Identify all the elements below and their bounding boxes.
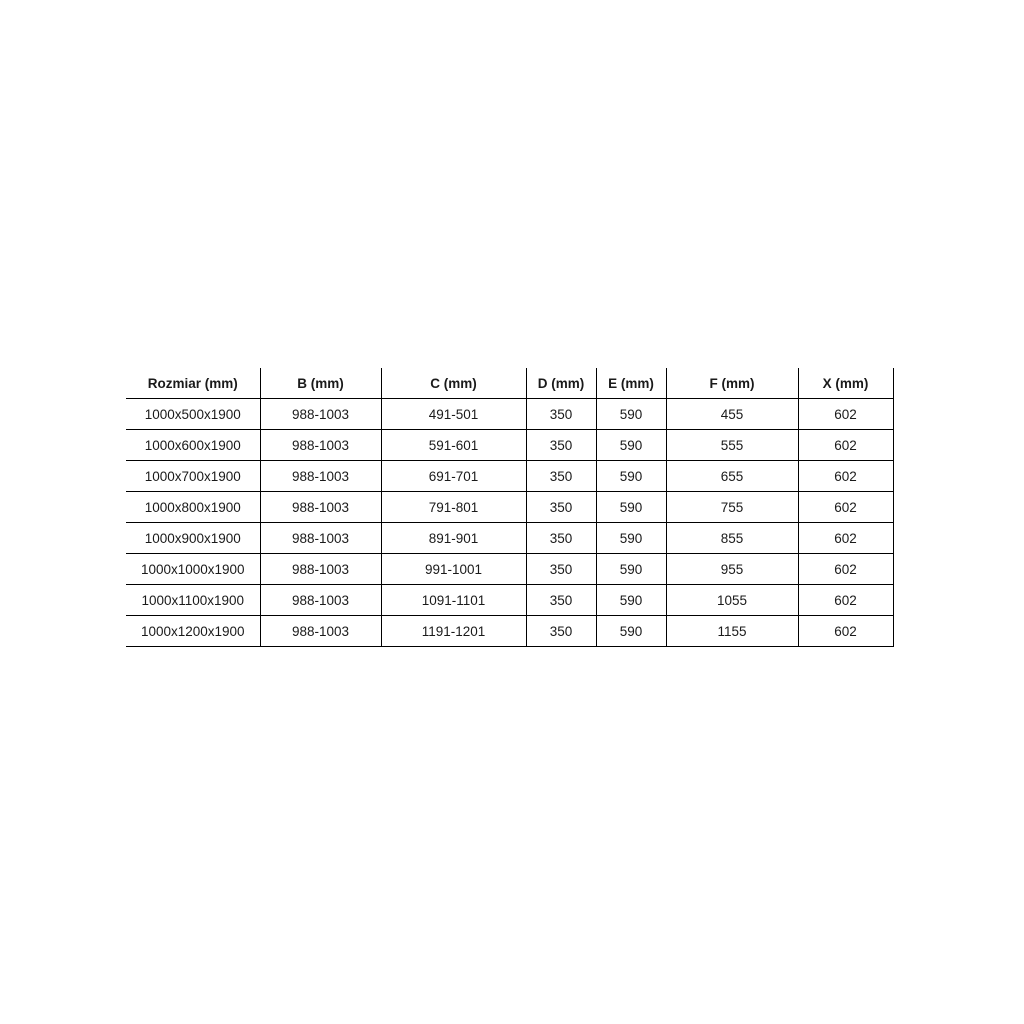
table-cell: 350 (525, 460, 597, 492)
table-cell: 590 (595, 491, 667, 523)
table-cell: 1055 (665, 584, 799, 616)
table-cell: 590 (595, 429, 667, 461)
table-row: 1000x500x1900 988-1003 491-501 350 590 455 602 (126, 398, 894, 430)
table-cell: 602 (797, 491, 894, 523)
table-cell: 350 (525, 429, 597, 461)
table-cell: 350 (525, 584, 597, 616)
spec-table: Rozmiar (mm) B (mm) C (mm) D (mm) E (mm) F (m… (126, 368, 894, 647)
table-cell: 691-701 (380, 460, 527, 492)
table-row: 1000x800x1900 988-1003 791-801 350 590 755 602 (126, 491, 894, 523)
table-cell: 350 (525, 615, 597, 647)
spec-table-header: Rozmiar (mm) B (mm) C (mm) D (mm) E (mm) F (m… (126, 368, 894, 399)
table-cell: 350 (525, 553, 597, 585)
table-cell: 590 (595, 398, 667, 430)
table-cell: 955 (665, 553, 799, 585)
table-cell: 350 (525, 491, 597, 523)
column-header-3: C (mm) (380, 368, 527, 399)
table-cell: 791-801 (380, 491, 527, 523)
table-row: 1000x1200x1900 988-1003 1191-1201 350 590 115… (126, 615, 894, 647)
table-cell: 755 (665, 491, 799, 523)
table-row: 1000x1100x1900 988-1003 1091-1101 350 590 105… (126, 584, 894, 616)
table-cell: 1000x600x1900 (126, 429, 261, 461)
table-cell: 988-1003 (259, 584, 382, 616)
table-cell: 590 (595, 584, 667, 616)
column-header-7: X (mm) (797, 368, 894, 399)
table-cell: 891-901 (380, 522, 527, 554)
column-header-1: Rozmiar (mm) (126, 368, 261, 399)
table-cell: 988-1003 (259, 460, 382, 492)
table-row: 1000x1000x1900 988-1003 991-1001 350 590 955 6… (126, 553, 894, 585)
column-header-5: E (mm) (595, 368, 667, 399)
column-header-6: F (mm) (665, 368, 799, 399)
table-cell: 988-1003 (259, 553, 382, 585)
table-cell: 1155 (665, 615, 799, 647)
spec-table-container: Rozmiar (mm) B (mm) C (mm) D (mm) E (mm) F (m… (126, 368, 894, 647)
table-row: 1000x600x1900 988-1003 591-601 350 590 555 602 (126, 429, 894, 461)
table-cell: 1191-1201 (380, 615, 527, 647)
table-cell: 555 (665, 429, 799, 461)
table-cell: 455 (665, 398, 799, 430)
table-cell: 602 (797, 522, 894, 554)
table-cell: 988-1003 (259, 398, 382, 430)
table-cell: 655 (665, 460, 799, 492)
table-cell: 1000x1100x1900 (126, 584, 261, 616)
table-cell: 988-1003 (259, 522, 382, 554)
table-cell: 350 (525, 522, 597, 554)
table-cell: 988-1003 (259, 491, 382, 523)
table-cell: 602 (797, 398, 894, 430)
table-cell: 1000x900x1900 (126, 522, 261, 554)
table-cell: 1091-1101 (380, 584, 527, 616)
table-cell: 590 (595, 615, 667, 647)
table-cell: 350 (525, 398, 597, 430)
table-cell: 602 (797, 584, 894, 616)
column-header-4: D (mm) (525, 368, 597, 399)
table-cell: 602 (797, 460, 894, 492)
table-cell: 988-1003 (259, 429, 382, 461)
column-header-2: B (mm) (259, 368, 382, 399)
spec-table-body: 1000x500x1900 988-1003 491-501 350 590 455 602… (126, 398, 894, 647)
table-cell: 1000x800x1900 (126, 491, 261, 523)
table-cell: 991-1001 (380, 553, 527, 585)
table-cell: 602 (797, 615, 894, 647)
table-row: 1000x900x1900 988-1003 891-901 350 590 855 602 (126, 522, 894, 554)
table-cell: 1000x1200x1900 (126, 615, 261, 647)
table-cell: 1000x500x1900 (126, 398, 261, 430)
table-cell: 491-501 (380, 398, 527, 430)
table-cell: 1000x700x1900 (126, 460, 261, 492)
table-cell: 855 (665, 522, 799, 554)
header-row: Rozmiar (mm) B (mm) C (mm) D (mm) E (mm) F (m… (126, 368, 894, 399)
table-cell: 1000x1000x1900 (126, 553, 261, 585)
table-cell: 590 (595, 522, 667, 554)
table-cell: 602 (797, 429, 894, 461)
table-cell: 988-1003 (259, 615, 382, 647)
table-cell: 602 (797, 553, 894, 585)
table-row: 1000x700x1900 988-1003 691-701 350 590 655 602 (126, 460, 894, 492)
table-cell: 591-601 (380, 429, 527, 461)
table-cell: 590 (595, 460, 667, 492)
table-cell: 590 (595, 553, 667, 585)
